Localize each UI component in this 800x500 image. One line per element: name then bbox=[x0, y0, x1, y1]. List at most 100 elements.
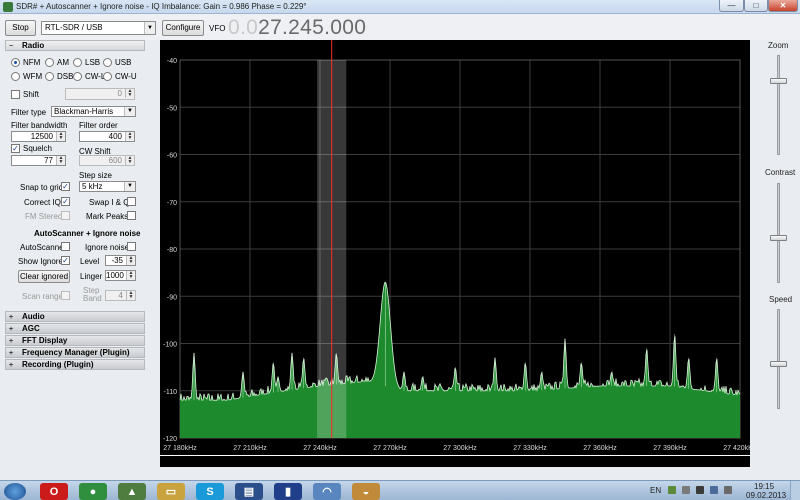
level-label: Level bbox=[80, 257, 100, 266]
taskbar-save-icon[interactable]: ▤ bbox=[235, 483, 263, 500]
fm-stereo-label: FM Stereo bbox=[25, 212, 63, 221]
app-icon bbox=[3, 2, 13, 12]
scan-range-checkbox[interactable] bbox=[61, 291, 70, 300]
mark-peaks-checkbox[interactable] bbox=[127, 211, 136, 220]
x-tick-label: 27 210kHz bbox=[233, 445, 267, 452]
mode-nfm-label: NFM bbox=[23, 58, 41, 67]
tray-network-icon[interactable] bbox=[696, 486, 704, 494]
y-tick-label: -100 bbox=[163, 342, 177, 349]
y-tick-label: -80 bbox=[167, 247, 177, 254]
tray-app-icon[interactable] bbox=[668, 486, 676, 494]
fm-stereo-checkbox[interactable] bbox=[61, 211, 70, 220]
configure-button[interactable]: Configure bbox=[162, 20, 204, 36]
source-select[interactable]: RTL-SDR / USB ▼ bbox=[41, 21, 156, 35]
radio-section-header[interactable]: − Radio bbox=[5, 40, 145, 51]
spin-arrows-icon: ▲ ▼ bbox=[125, 89, 134, 98]
taskbar-skype-icon[interactable]: S bbox=[196, 483, 224, 500]
snap-to-grid-checkbox[interactable]: ✓ bbox=[61, 182, 70, 191]
mode-wfm-label: WFM bbox=[23, 72, 43, 81]
maximize-button[interactable]: □ bbox=[744, 0, 768, 12]
filter-order-input[interactable]: 400 ▲ ▼ bbox=[79, 131, 135, 142]
mode-wfm-radio[interactable] bbox=[11, 72, 20, 81]
close-button[interactable]: ✕ bbox=[768, 0, 798, 12]
cw-shift-input[interactable]: 600 ▲ ▼ bbox=[79, 155, 135, 166]
contrast-slider-track[interactable] bbox=[777, 183, 780, 283]
x-tick-label: 27 270kHz bbox=[373, 445, 407, 452]
contrast-label: Contrast bbox=[765, 168, 796, 177]
clock-date[interactable]: 09.02.2013 bbox=[746, 491, 787, 500]
filter-type-select[interactable]: Blackman-Harris ▼ bbox=[51, 106, 136, 117]
mode-nfm-radio[interactable] bbox=[11, 58, 20, 67]
level-input[interactable]: -35 ▲ ▼ bbox=[105, 255, 136, 266]
taskbar-opera-icon[interactable]: O bbox=[40, 483, 68, 500]
mode-am-radio[interactable] bbox=[45, 58, 54, 67]
section-title: FFT Display bbox=[22, 336, 68, 345]
spin-arrows-icon: ▲ ▼ bbox=[56, 156, 65, 165]
clear-ignored-button[interactable]: Clear ignored bbox=[18, 270, 70, 283]
taskbar-sdr-app-icon[interactable]: ▲ bbox=[118, 483, 146, 500]
ignore-noise-checkbox[interactable] bbox=[127, 242, 136, 251]
swap-iq-checkbox[interactable] bbox=[127, 197, 136, 206]
tray-flag-icon[interactable] bbox=[682, 486, 690, 494]
mode-usb-radio[interactable] bbox=[103, 58, 112, 67]
expand-icon: + bbox=[9, 314, 14, 321]
x-tick-label: 27 420kHz bbox=[723, 445, 750, 452]
zoom-slider-thumb[interactable] bbox=[770, 78, 787, 84]
taskbar-chrome-icon[interactable]: ● bbox=[79, 483, 107, 500]
show-ignore-checkbox[interactable]: ✓ bbox=[61, 256, 70, 265]
speed-slider-track[interactable] bbox=[777, 309, 780, 409]
taskbar-sdrsharp-icon[interactable]: ▮ bbox=[274, 483, 302, 500]
step-band-label-line2: Band bbox=[83, 294, 102, 303]
clock-time[interactable]: 19:15 bbox=[754, 482, 775, 491]
agc-section-header[interactable]: + AGC bbox=[5, 323, 145, 334]
taskbar-explorer-icon[interactable]: ▭ bbox=[157, 483, 185, 500]
start-button[interactable] bbox=[4, 483, 26, 500]
stop-button[interactable]: Stop bbox=[5, 20, 36, 36]
tray-battery-icon[interactable] bbox=[710, 486, 718, 494]
show-desktop-button[interactable] bbox=[790, 481, 800, 500]
zoom-slider-track[interactable] bbox=[777, 55, 780, 155]
fft-display-section-header[interactable]: + FFT Display bbox=[5, 335, 145, 346]
contrast-slider-thumb[interactable] bbox=[770, 235, 787, 241]
correct-iq-checkbox[interactable]: ✓ bbox=[61, 197, 70, 206]
squelch-input[interactable]: 77 ▲ ▼ bbox=[11, 155, 66, 166]
section-title: Recording (Plugin) bbox=[22, 360, 94, 369]
audio-section-header[interactable]: + Audio bbox=[5, 311, 145, 322]
tray-volume-icon[interactable] bbox=[724, 486, 732, 494]
shift-checkbox[interactable] bbox=[11, 90, 20, 99]
mode-cwl-label: CW-L bbox=[85, 72, 106, 81]
y-tick-label: -50 bbox=[167, 105, 177, 112]
minimize-button[interactable]: — bbox=[719, 0, 744, 12]
autoscanner-checkbox[interactable] bbox=[61, 242, 70, 251]
show-ignore-label: Show Ignore bbox=[18, 257, 63, 266]
frequency-manager-section-header[interactable]: + Frequency Manager (Plugin) bbox=[5, 347, 145, 358]
step-band-input[interactable]: 4 ▲ ▼ bbox=[105, 290, 136, 301]
spin-arrows-icon: ▲ ▼ bbox=[126, 291, 135, 300]
spin-arrows-icon: ▲ ▼ bbox=[125, 156, 134, 165]
recording-section-header[interactable]: + Recording (Plugin) bbox=[5, 359, 145, 370]
speed-slider-thumb[interactable] bbox=[770, 361, 787, 367]
swap-iq-label: Swap I & Q bbox=[89, 198, 130, 207]
x-tick-label: 27 240kHz bbox=[303, 445, 337, 452]
mode-lsb-radio[interactable] bbox=[73, 58, 82, 67]
language-indicator[interactable]: EN bbox=[650, 486, 662, 495]
waterfall-strip bbox=[160, 455, 750, 467]
step-size-select[interactable]: 5 kHz ▼ bbox=[79, 181, 136, 192]
mode-cwu-radio[interactable] bbox=[103, 72, 112, 81]
filter-bandwidth-value: 12500 bbox=[30, 132, 53, 141]
taskbar-network-icon[interactable]: ◠ bbox=[313, 483, 341, 500]
cw-shift-value: 600 bbox=[108, 156, 122, 165]
chevron-down-icon: ▼ bbox=[124, 107, 135, 116]
vfo-frequency-display[interactable]: 0.027.245.000 bbox=[228, 16, 366, 40]
mode-dsb-radio[interactable] bbox=[45, 72, 54, 81]
squelch-value: 77 bbox=[44, 156, 53, 165]
filter-bandwidth-input[interactable]: 12500 ▲ ▼ bbox=[11, 131, 66, 142]
taskbar-paint-icon[interactable]: ◒ bbox=[352, 483, 380, 500]
vfo-frequency-value: 27.245.000 bbox=[258, 16, 367, 39]
mode-cwl-radio[interactable] bbox=[73, 72, 82, 81]
squelch-checkbox[interactable]: ✓ bbox=[11, 144, 20, 153]
mode-lsb-label: LSB bbox=[85, 58, 101, 67]
spectrum-display[interactable]: -40 -50 -60 -70 -80 -90 -100 -110 -120 27 180kHz 2… bbox=[160, 40, 750, 455]
linger-input[interactable]: 1000 ▲ ▼ bbox=[105, 270, 136, 281]
shift-input[interactable]: 0 ▲ ▼ bbox=[65, 88, 135, 100]
